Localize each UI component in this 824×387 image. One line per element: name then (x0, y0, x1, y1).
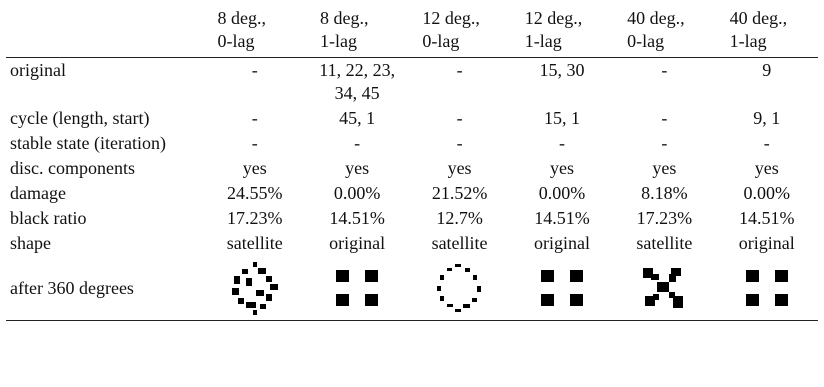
header-line: 40 deg., (729, 8, 788, 28)
cell: yes (754, 158, 779, 178)
cell: 9 (762, 60, 772, 80)
header-line: 1-lag (319, 31, 357, 51)
cell: - (251, 133, 258, 153)
cell: 14.51% (739, 208, 795, 228)
header-line: 40 deg., (627, 8, 685, 28)
cell: 15, 1 (543, 108, 580, 128)
table-row: original - 11, 22, 23, 34, 45 - 15, 30 - 9 (6, 58, 818, 107)
row-label: black ratio (10, 208, 87, 228)
original-image (540, 270, 583, 306)
cell: satellite (431, 233, 488, 253)
cell: 0.00% (743, 183, 791, 203)
column-header: 40 deg., 0-lag (613, 6, 715, 58)
cell: original (738, 233, 795, 253)
cell: satellite (636, 233, 693, 253)
image-cell (408, 256, 510, 321)
cell: 12.7% (436, 208, 483, 228)
cell: 21.52% (431, 183, 488, 203)
cell: - (661, 133, 668, 153)
row-label: original (10, 60, 66, 80)
row-label: shape (10, 233, 51, 253)
image-cell (204, 256, 306, 321)
image-cell (511, 256, 613, 321)
corner-cell (6, 6, 204, 58)
cell: 14.51% (534, 208, 590, 228)
cell: - (456, 108, 463, 128)
cell: 24.55% (227, 183, 283, 203)
row-label: after 360 degrees (10, 277, 134, 298)
cell: yes (549, 158, 574, 178)
cell: yes (652, 158, 677, 178)
original-image (745, 270, 788, 306)
cell: - (354, 133, 361, 153)
satellite-image (643, 268, 684, 308)
cell: 45, 1 (339, 108, 376, 128)
cell: 17.23% (636, 208, 693, 228)
image-cell (306, 256, 408, 321)
header-line: 0-lag (217, 31, 255, 51)
cell: original (533, 233, 590, 253)
satellite-image (436, 264, 481, 312)
cell: - (661, 108, 668, 128)
cell: 14.51% (329, 208, 385, 228)
column-header: 8 deg., 0-lag (204, 6, 306, 58)
table-row: shape satellite original satellite original s… (6, 231, 818, 256)
table-row: damage 24.55% 0.00% 21.52% 0.00% 8.18% 0.00% (6, 181, 818, 206)
cell: - (251, 108, 258, 128)
cell: - (558, 133, 565, 153)
cell: 17.23% (227, 208, 283, 228)
satellite-image (231, 262, 278, 315)
header-line: 0-lag (627, 31, 665, 51)
column-header: 12 deg., 0-lag (408, 6, 510, 58)
image-row: after 360 degrees (6, 256, 818, 321)
cell: - (251, 60, 258, 80)
row-label: disc. components (10, 158, 135, 178)
row-label: cycle (length, start) (10, 108, 150, 128)
results-table: 8 deg., 0-lag 8 deg., 1-lag 12 deg., 0-lag 12 … (6, 6, 818, 321)
column-header: 8 deg., 1-lag (306, 6, 408, 58)
image-cell (716, 256, 818, 321)
cell: 15, 30 (539, 60, 585, 80)
column-header: 12 deg., 1-lag (511, 6, 613, 58)
page: {"table": { "header": [["8 deg.,", "0-la… (0, 6, 824, 387)
table-row: stable state (iteration) - - - - - - (6, 131, 818, 156)
cell: 8.18% (641, 183, 688, 203)
cell: yes (447, 158, 472, 178)
header-line: 8 deg., (319, 8, 369, 28)
header-line: 1-lag (524, 31, 562, 51)
cell: - (661, 60, 668, 80)
row-label: stable state (iteration) (10, 133, 166, 153)
table-row: black ratio 17.23% 14.51% 12.7% 14.51% 17.23%… (6, 206, 818, 231)
cell: satellite (226, 233, 283, 253)
cell: 0.00% (538, 183, 586, 203)
cell: original (329, 233, 386, 253)
cell: 11, 22, 23, 34, 45 (319, 60, 396, 103)
original-image (336, 270, 379, 306)
image-cell (613, 256, 715, 321)
cell: - (456, 60, 463, 80)
cell: 0.00% (333, 183, 381, 203)
cell: - (456, 133, 463, 153)
header-line: 12 deg., (524, 8, 583, 28)
table-row: disc. components yes yes yes yes yes yes (6, 156, 818, 181)
cell: 9, 1 (753, 108, 781, 128)
header-line: 0-lag (422, 31, 460, 51)
cell: yes (345, 158, 370, 178)
table-row: cycle (length, start) - 45, 1 - 15, 1 - 9, 1 (6, 106, 818, 131)
cell: - (763, 133, 770, 153)
header-line: 1-lag (729, 31, 767, 51)
row-label: damage (10, 183, 66, 203)
header-row: 8 deg., 0-lag 8 deg., 1-lag 12 deg., 0-lag 12 … (6, 6, 818, 58)
cell: yes (242, 158, 267, 178)
header-line: 8 deg., (217, 8, 267, 28)
header-line: 12 deg., (422, 8, 480, 28)
column-header: 40 deg., 1-lag (716, 6, 818, 58)
